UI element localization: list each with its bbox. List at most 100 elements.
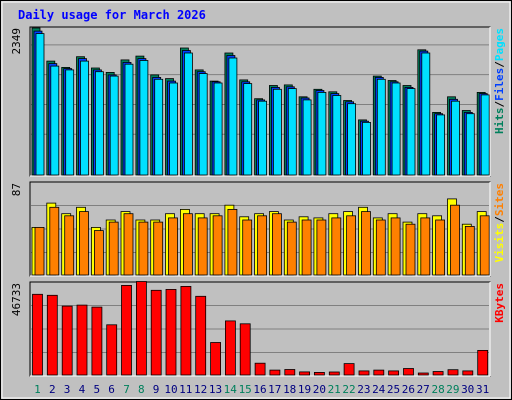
bar-kbytes-day-24 [373, 369, 385, 376]
bar-pages-day-7 [124, 63, 134, 176]
bar-kbytes-day-21 [328, 371, 340, 376]
x-tick-label: 14 [224, 383, 238, 396]
x-tick-label: 20 [313, 383, 326, 396]
bar-kbytes-day-23 [358, 370, 370, 376]
bar-pages-day-29 [451, 100, 460, 176]
x-tick-label: 17 [268, 383, 281, 396]
bar-sites-day-4 [79, 211, 89, 276]
bar-kbytes-day-20 [313, 371, 325, 376]
bar-pages-day-5 [95, 71, 104, 176]
bar-sites-day-20 [316, 219, 327, 276]
bar-pages-day-9 [154, 78, 164, 176]
bar-pages-day-8 [139, 60, 149, 176]
bar-pages-day-14 [228, 57, 238, 176]
bar-kbytes-day-10 [165, 288, 177, 376]
legend-sep: / [493, 101, 506, 108]
x-tick-label: 1 [34, 383, 41, 396]
bar-sites-day-25 [390, 217, 401, 276]
x-tick-label: 22 [342, 383, 355, 396]
bar-pages-day-13 [213, 82, 223, 176]
bar-pages-day-24 [376, 78, 386, 176]
series-legend: Visits/Sites [493, 183, 506, 263]
bar-pages-day-17 [272, 88, 282, 176]
x-tick-label: 21 [328, 383, 341, 396]
bar-kbytes-day-11 [180, 285, 192, 376]
bar-sites-day-30 [464, 225, 475, 276]
x-tick-label: 5 [93, 383, 100, 396]
bar-sites-day-18 [286, 221, 297, 276]
bar-pages-day-19 [302, 99, 312, 176]
bar-sites-day-13 [212, 215, 223, 276]
bar-kbytes-day-5 [91, 306, 103, 376]
bar-kbytes-day-28 [432, 371, 444, 376]
series-kbytes [32, 281, 489, 376]
bar-sites-day-24 [375, 219, 386, 276]
bar-pages-day-12 [198, 73, 208, 176]
bar-kbytes-day-29 [447, 369, 459, 376]
bar-sites-day-22 [346, 215, 357, 276]
x-tick-label: 11 [179, 383, 192, 396]
bar-pages-day-22 [347, 103, 357, 176]
bar-pages-day-11 [183, 52, 193, 176]
bar-pages-day-28 [436, 114, 446, 176]
bar-pages-day-4 [80, 60, 89, 176]
bar-sites-day-28 [435, 219, 446, 276]
x-tick-label: 6 [108, 383, 115, 396]
series-legend: Hits/Files/Pages [493, 28, 506, 134]
bar-kbytes-day-30 [462, 370, 474, 376]
bar-kbytes-day-18 [284, 369, 296, 376]
x-tick-label: 15 [239, 383, 252, 396]
bar-sites-day-9 [153, 221, 164, 276]
bar-sites-day-8 [138, 221, 149, 276]
x-tick-label: 29 [446, 383, 459, 396]
bar-kbytes-day-13 [210, 342, 222, 376]
x-tick-label: 25 [387, 383, 400, 396]
bar-pages-day-30 [465, 113, 475, 176]
bar-sites-day-26 [405, 223, 416, 276]
bar-kbytes-day-27 [417, 372, 429, 376]
bar-pages-day-10 [169, 82, 178, 176]
bar-sites-day-11 [182, 213, 193, 276]
bar-sites-day-19 [301, 219, 312, 276]
bar-pages-day-31 [480, 94, 490, 176]
bar-sites-day-7 [123, 213, 134, 276]
panel-kbytes: 46733 KBytes [10, 281, 506, 377]
x-tick-label: 30 [461, 383, 474, 396]
x-tick-label: 27 [417, 383, 430, 396]
x-tick-label: 26 [402, 383, 415, 396]
bar-pages-day-1 [35, 33, 45, 176]
bar-pages-day-16 [258, 100, 268, 176]
legend-sep: / [493, 216, 506, 223]
series-sites [34, 204, 490, 276]
x-tick-label: 13 [209, 383, 222, 396]
legend-visits: Visits [493, 223, 506, 263]
bar-kbytes-day-14 [224, 320, 236, 376]
bar-pages-day-2 [50, 65, 60, 176]
bar-sites-day-29 [450, 204, 460, 276]
bar-sites-day-1 [34, 226, 45, 276]
bar-pages-day-6 [109, 75, 119, 176]
bar-pages-day-26 [406, 88, 416, 176]
bar-sites-day-16 [257, 215, 268, 276]
bar-kbytes-day-4 [76, 304, 88, 376]
bar-pages-day-20 [317, 92, 327, 176]
bar-kbytes-day-26 [403, 368, 414, 376]
bar-sites-day-23 [361, 211, 371, 276]
x-tick-label: 28 [431, 383, 444, 396]
bar-sites-day-6 [108, 221, 119, 276]
bar-sites-day-15 [242, 219, 253, 276]
chart-title: Daily usage for March 2026 [18, 8, 206, 22]
x-tick-label: 18 [283, 383, 296, 396]
series-pages [35, 33, 490, 176]
x-tick-label: 24 [372, 383, 386, 396]
x-tick-label: 9 [153, 383, 160, 396]
bar-sites-day-27 [420, 217, 431, 276]
bar-kbytes-day-6 [106, 324, 118, 376]
bar-sites-day-5 [94, 230, 104, 276]
bar-sites-day-17 [271, 213, 282, 276]
bar-pages-day-18 [287, 88, 297, 176]
y-max-label: 87 [10, 183, 23, 196]
